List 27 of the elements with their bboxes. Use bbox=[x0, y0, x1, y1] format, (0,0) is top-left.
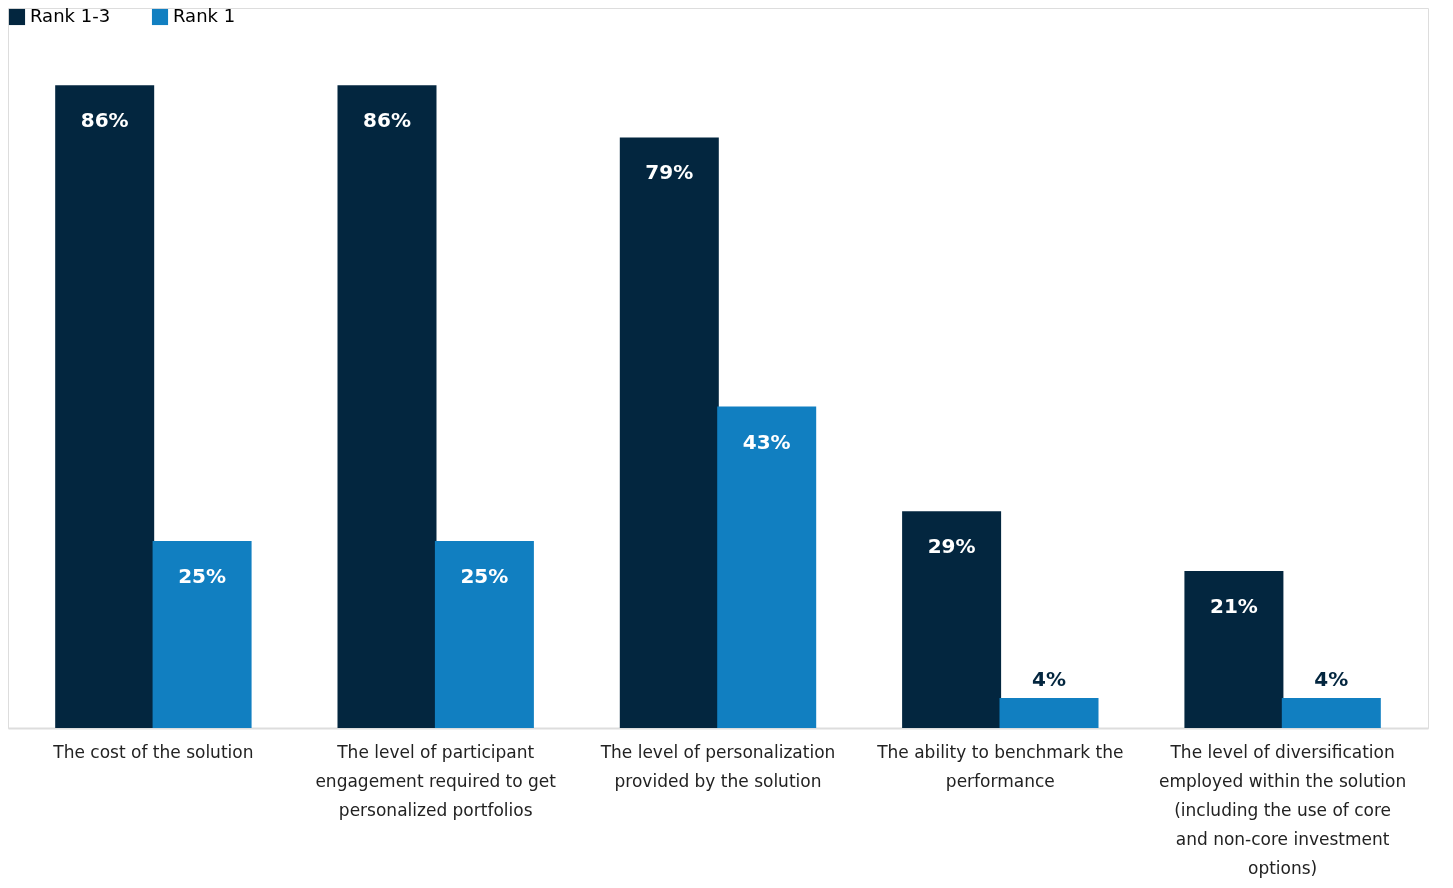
data-label: 25% bbox=[460, 564, 509, 589]
bar bbox=[55, 85, 155, 728]
data-label: 4% bbox=[1314, 667, 1349, 692]
bar bbox=[619, 137, 719, 728]
data-label: 29% bbox=[927, 534, 976, 559]
data-label: 21% bbox=[1209, 594, 1258, 619]
data-label: 86% bbox=[80, 108, 129, 133]
bar bbox=[152, 541, 252, 728]
legend-label: Rank 1 bbox=[173, 5, 236, 26]
bar bbox=[1184, 571, 1284, 728]
legend-label: Rank 1-3 bbox=[30, 5, 111, 26]
bar bbox=[999, 698, 1099, 728]
bar bbox=[717, 406, 817, 728]
x-tick-label: The level of participant engagement required to get personalized portfolios bbox=[315, 741, 557, 820]
data-label: 86% bbox=[363, 108, 411, 133]
data-label: 25% bbox=[178, 564, 227, 589]
x-tick-label: The ability to benchmark the performance bbox=[876, 741, 1124, 791]
x-tick-label: The level of diversification employed within the solution (including the use of core and non-core investment options) bbox=[1158, 741, 1407, 878]
bar bbox=[1281, 698, 1381, 728]
data-label: 4% bbox=[1032, 667, 1066, 692]
bar bbox=[434, 541, 534, 728]
data-label: 43% bbox=[742, 429, 791, 454]
data-label: 79% bbox=[645, 160, 694, 185]
bar bbox=[337, 85, 437, 728]
x-tick-label: The level of personalization provided by the solution bbox=[599, 741, 836, 791]
bar bbox=[902, 511, 1002, 728]
x-tick-label: The cost of the solution bbox=[52, 741, 254, 762]
